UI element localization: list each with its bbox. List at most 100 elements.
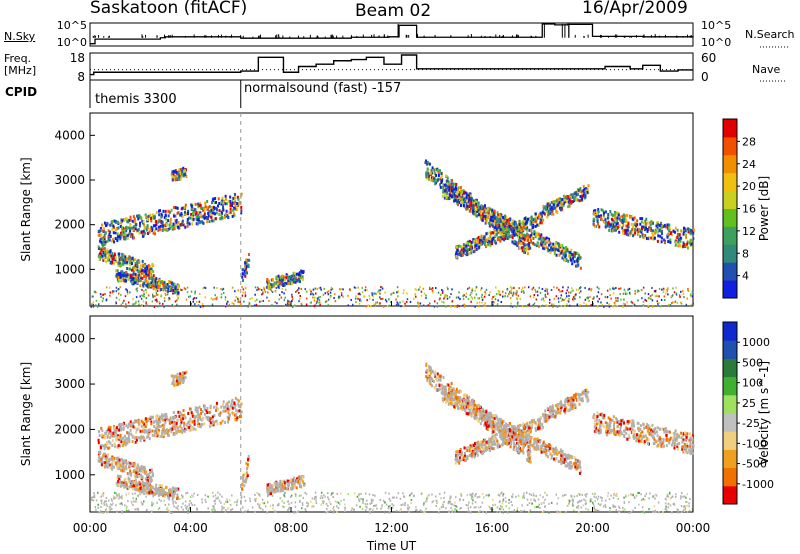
power-ground-cell bbox=[587, 297, 589, 300]
power-ground-cell bbox=[556, 286, 558, 289]
power-echo-cell bbox=[562, 203, 565, 207]
power-ground-cell bbox=[627, 288, 629, 291]
power-echo-cell bbox=[598, 225, 601, 229]
power-echo-cell bbox=[503, 226, 506, 230]
power-echo-cell bbox=[119, 273, 122, 277]
power-echo-cell bbox=[565, 257, 568, 261]
velocity-ground-cell bbox=[425, 500, 428, 503]
velocity-ground-cell bbox=[181, 496, 184, 499]
power-echo-cell bbox=[624, 231, 627, 235]
velocity-ground-cell bbox=[188, 506, 191, 509]
power-ground-cell bbox=[213, 286, 215, 289]
power-ground-cell bbox=[420, 294, 423, 297]
power-echo-cell bbox=[505, 227, 508, 231]
velocity-ground-cell bbox=[337, 507, 340, 510]
power-echo-cell bbox=[220, 214, 223, 218]
velocity-ground-cell bbox=[612, 504, 614, 507]
velocity-ground-cell bbox=[100, 495, 102, 498]
power-ground-cell bbox=[484, 302, 486, 305]
power-echo-cell bbox=[468, 247, 471, 251]
power-echo-cell bbox=[622, 215, 625, 219]
power-ground-cell bbox=[259, 288, 261, 291]
power-ground-cell bbox=[138, 303, 140, 306]
power-echo-cell bbox=[663, 241, 666, 245]
power-echo-cell bbox=[241, 278, 244, 282]
power-echo-cell bbox=[656, 231, 659, 235]
power-echo-cell bbox=[190, 212, 193, 216]
power-ground-cell bbox=[540, 298, 543, 301]
power-echo-cell bbox=[179, 213, 182, 217]
velocity-ground-cell bbox=[395, 496, 398, 499]
power-echo-cell bbox=[144, 273, 147, 277]
velocity-ground-cell bbox=[623, 500, 626, 503]
power-echo-cell bbox=[186, 224, 189, 228]
power-ground-cell bbox=[95, 299, 98, 302]
power-echo-cell bbox=[110, 254, 113, 258]
power-echo-cell bbox=[111, 220, 114, 224]
power-ground-cell bbox=[443, 297, 445, 300]
velocity-ground-cell bbox=[371, 510, 374, 513]
power-echo-cell bbox=[554, 247, 557, 251]
power-echo-cell bbox=[122, 253, 125, 257]
power-echo-cell bbox=[599, 214, 602, 218]
velocity-ground-cell bbox=[439, 492, 441, 495]
power-echo-cell bbox=[652, 235, 655, 239]
power-echo-cell bbox=[621, 220, 624, 224]
velocity-ground-cell bbox=[186, 505, 188, 508]
power-ground-cell bbox=[661, 288, 663, 291]
velocity-ground-cell bbox=[622, 509, 624, 512]
power-echo-cell bbox=[152, 269, 155, 273]
power-echo-cell bbox=[676, 232, 679, 236]
power-echo-cell bbox=[224, 202, 227, 206]
power-ground-cell bbox=[634, 292, 636, 295]
power-echo-cell bbox=[666, 232, 669, 236]
power-echo-cell bbox=[667, 240, 670, 244]
power-ground-cell bbox=[451, 300, 454, 303]
velocity-ground-cell bbox=[473, 506, 476, 509]
power-echo-cell bbox=[224, 194, 227, 198]
power-ground-cell bbox=[553, 297, 556, 300]
power-echo-cell bbox=[245, 258, 248, 262]
power-echo-cell bbox=[114, 256, 117, 260]
power-ground-cell bbox=[612, 286, 615, 289]
power-echo-cell bbox=[676, 235, 679, 239]
power-echo-cell bbox=[536, 242, 539, 246]
velocity-ground-cell bbox=[170, 494, 173, 497]
velocity-ground-cell bbox=[350, 509, 353, 512]
power-ground-cell bbox=[630, 300, 633, 303]
power-echo-cell bbox=[641, 227, 644, 231]
noise-ytick-left: 10^0 bbox=[57, 36, 87, 49]
power-echo-cell bbox=[526, 252, 529, 256]
power-echo-cell bbox=[198, 221, 201, 225]
power-echo-cell bbox=[187, 211, 190, 215]
velocity-ground-cell bbox=[223, 506, 225, 509]
power-ground-cell bbox=[198, 300, 201, 303]
power-echo-cell bbox=[571, 200, 574, 204]
power-ground-cell bbox=[132, 298, 134, 301]
velocity-ground-cell bbox=[258, 493, 260, 496]
power-ground-cell bbox=[511, 287, 513, 290]
power-ground-cell bbox=[316, 297, 319, 300]
power-echo-cell bbox=[565, 200, 568, 204]
velocity-echo-cell bbox=[196, 419, 199, 423]
velocity-ground-cell bbox=[259, 507, 261, 510]
power-echo-cell bbox=[234, 192, 237, 196]
power-echo-cell bbox=[194, 209, 197, 213]
power-echo-cell bbox=[644, 234, 647, 238]
power-echo-cell bbox=[533, 229, 536, 233]
velocity-ground-cell bbox=[423, 502, 425, 505]
power-ground-cell bbox=[399, 301, 401, 304]
power-ground-cell bbox=[299, 297, 301, 300]
velocity-ground-cell bbox=[388, 497, 391, 500]
power-ground-cell bbox=[129, 291, 131, 294]
velocity-ground-cell bbox=[207, 495, 209, 498]
velocity-ground-cell bbox=[330, 503, 332, 506]
power-echo-cell bbox=[488, 239, 491, 243]
power-echo-cell bbox=[194, 213, 197, 217]
power-echo-cell bbox=[468, 195, 471, 199]
power-echo-cell bbox=[130, 268, 133, 272]
velocity-ground-cell bbox=[355, 504, 358, 507]
velocity-ground-cell bbox=[403, 495, 406, 498]
power-echo-cell bbox=[580, 197, 583, 201]
power-echo-cell bbox=[181, 169, 184, 173]
